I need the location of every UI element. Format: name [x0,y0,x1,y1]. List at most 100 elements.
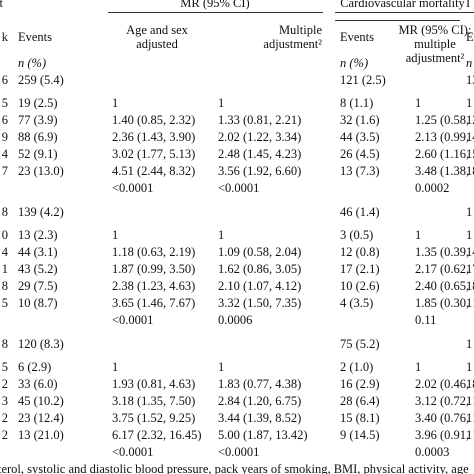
cell: 1 [466,96,473,110]
unit-label: n (%) [340,56,369,70]
cell: 13 (7.3) [340,164,380,178]
p-value: 0.11 [415,313,437,327]
total-cell: 139 (4.2) [18,205,64,219]
cell: 1 [466,377,473,391]
cell: 16 (2.9) [340,377,380,391]
cell: 32 (1.6) [340,113,380,127]
cell: 3.44 (1.39, 8.52) [218,411,302,425]
cell: 1 [1,262,8,276]
cell: 3.40 (0.76, 15.3) [415,411,474,425]
cell: 2 [1,428,8,442]
cell: 2.36 (1.43, 3.90) [112,130,196,144]
unit-label: n [466,56,473,70]
cell: 1 [466,228,473,242]
column-header: E [466,30,474,44]
cell: 23 (13.0) [18,164,64,178]
cell: 1 [415,96,422,110]
footnote: terol, systolic and diastolic blood pres… [0,462,469,474]
cell: 1 [466,113,473,127]
p-value: 0.0006 [218,313,253,327]
cell: 1.93 (0.81, 4.63) [112,377,196,391]
column-header: k [1,30,8,44]
cell: 9 [1,130,8,144]
cell: 77 (3.9) [18,113,58,127]
cell: 88 (6.9) [18,130,58,144]
cell: 3.12 (0.72, 13.5) [415,394,474,408]
total-cell: 8 [1,337,8,351]
cell: 3.02 (1.77, 5.13) [112,147,196,161]
cell: 5 [1,96,8,110]
cell: 12 (0.8) [340,245,380,259]
cell: 2 [1,411,8,425]
total-cell: 13 [466,73,474,87]
unit-label: n (%) [18,56,47,70]
column-header: Multiple adjustment² [263,23,322,51]
total-cell: 121 (2.5) [340,73,386,87]
rule [108,12,323,13]
cell: 1 [218,96,225,110]
cell: 2.02 (0.46, 8.85) [415,377,474,391]
total-cell: 6 [1,73,8,87]
total-cell: 8 [1,205,8,219]
cell: 1 [466,360,473,374]
cell: 2.40 (0.65, 8.86) [415,279,474,293]
cell: 1 [112,228,119,242]
cell: 1 [466,147,473,161]
cell: 43 (5.2) [18,262,58,276]
group-header: MR (95% CI) [180,0,250,10]
cell: 10 (2.6) [340,279,380,293]
cell: 1.35 (0.39, 4.75) [415,245,474,259]
cell: 1 [466,394,473,408]
cell: 8 [1,279,8,293]
cell: 1.62 (0.86, 3.05) [218,262,302,276]
cell: 44 (3.1) [18,245,58,259]
cell: 2 (1.0) [340,360,374,374]
cell: 17 (2.1) [340,262,380,276]
cell: 3.32 (1.50, 7.35) [218,296,302,310]
cell: 8 (1.1) [340,96,374,110]
cell: 28 (6.4) [340,394,380,408]
cell: 1.83 (0.77, 4.38) [218,377,302,391]
cell: 1 [415,360,422,374]
cell: 1.87 (0.99, 3.50) [112,262,196,276]
cell: 10 (8.7) [18,296,58,310]
cell: 3 [1,394,8,408]
cell: 6 [1,113,8,127]
cell: 2.48 (1.45, 4.23) [218,147,302,161]
p-value: <0.0001 [218,181,260,195]
cell: 5 [1,360,8,374]
cell: 1 [415,228,422,242]
column-header: Events [18,30,53,44]
rule [335,12,474,13]
cell: 3.96 (0.91, 17.22) [415,428,474,442]
cell: 1 [466,428,473,442]
total-cell: 46 (1.4) [340,205,380,219]
cell: 1.40 (0.85, 2.32) [112,113,196,127]
rule [335,20,460,21]
total-cell: 1 [466,205,473,219]
cell: 23 (12.4) [18,411,64,425]
cell: 0 [1,228,8,242]
cell: 2.17 (0.62, 7.60) [415,262,474,276]
column-header: MR (95% CI): multiple adjustment² [398,23,472,65]
cell: 1 [112,360,119,374]
cell: 3.75 (1.52, 9.25) [112,411,196,425]
p-value: 0.0003 [415,445,450,459]
cell: 2.84 (1.20, 6.75) [218,394,302,408]
cell: 1.33 (0.81, 2.21) [218,113,302,127]
group-header: Cardiovascular mortality [340,0,465,10]
p-value: <0.0001 [218,445,260,459]
cell: 2.02 (1.22, 3.34) [218,130,302,144]
cell: 5.00 (1.87, 13.42) [218,428,308,442]
cell: 13 (21.0) [18,428,64,442]
cell: 1 [218,228,225,242]
column-header: Age and sex adjusted [126,23,188,51]
cell: 4 (3.5) [340,296,374,310]
cell: 6.17 (2.32, 16.45) [112,428,202,442]
cell: 1 [466,130,473,144]
total-cell: 259 (5.4) [18,73,64,87]
total-cell: 120 (8.3) [18,337,64,351]
cell: 3.18 (1.35, 7.50) [112,394,196,408]
cell: 2 [1,377,8,391]
cell: 1.25 (0.58, 2.73) [415,113,474,127]
